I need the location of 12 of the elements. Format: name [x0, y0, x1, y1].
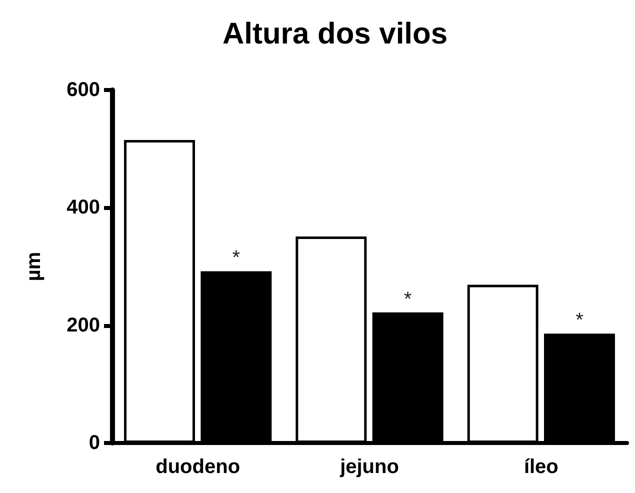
- chart-title: Altura dos vilos: [222, 18, 448, 50]
- annotation: *: [404, 288, 412, 310]
- annotation: *: [232, 247, 240, 270]
- x-tick-label: íleo: [524, 456, 558, 478]
- y-tick-label: 200: [66, 314, 100, 336]
- y-axis-title: µm: [23, 252, 45, 282]
- y-tick-label: 0: [88, 432, 100, 454]
- x-tick-label: duodeno: [156, 456, 240, 478]
- annotation: *: [576, 310, 584, 332]
- y-tick-label: 600: [66, 79, 100, 101]
- x-tick-label: jejuno: [339, 456, 399, 478]
- y-tick-label: 400: [66, 196, 100, 219]
